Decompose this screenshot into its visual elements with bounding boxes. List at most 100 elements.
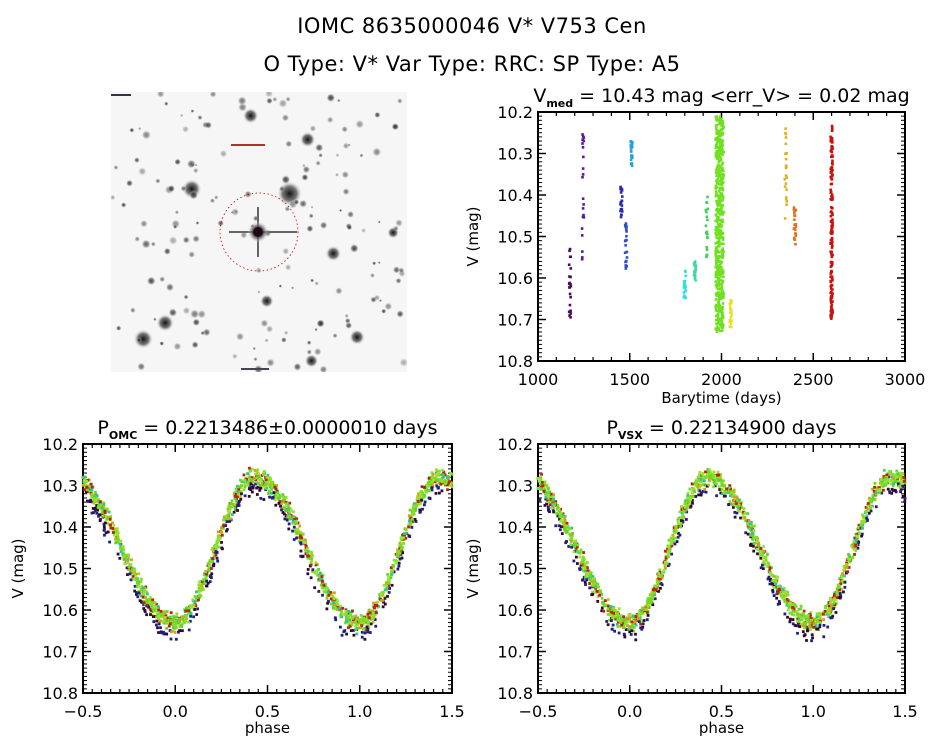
data-point	[721, 196, 725, 200]
data-point	[761, 563, 764, 567]
data-point	[375, 604, 379, 608]
data-point	[154, 623, 158, 627]
data-point	[869, 509, 873, 513]
data-point	[692, 487, 695, 491]
data-point	[582, 216, 586, 219]
data-point	[657, 572, 661, 575]
data-point	[256, 472, 260, 476]
data-point	[285, 502, 288, 506]
data-point	[87, 485, 91, 489]
y-axis-label: V (mag)	[464, 206, 482, 266]
data-point	[145, 598, 149, 602]
data-point	[132, 573, 136, 577]
data-point	[435, 483, 438, 486]
data-point	[632, 626, 636, 629]
data-point	[440, 480, 444, 484]
data-point	[808, 624, 811, 628]
data-point	[703, 483, 707, 487]
data-point	[104, 515, 108, 518]
data-point	[679, 524, 683, 527]
data-point	[86, 488, 89, 492]
data-point	[90, 495, 94, 499]
data-point	[833, 605, 837, 609]
data-point	[580, 234, 584, 237]
x-tick-label: 1000	[518, 370, 559, 389]
star	[335, 153, 340, 158]
data-point	[581, 250, 584, 253]
data-point	[830, 312, 834, 316]
data-point	[829, 149, 833, 153]
data-point	[620, 210, 624, 213]
data-point	[103, 527, 106, 531]
data-point	[830, 242, 833, 245]
data-point	[619, 621, 623, 624]
star	[186, 159, 197, 169]
data-point	[561, 513, 565, 517]
data-point	[831, 196, 834, 199]
data-point	[271, 481, 275, 484]
data-point	[716, 178, 720, 181]
data-point	[749, 542, 753, 546]
data-point	[830, 141, 834, 144]
data-point	[633, 622, 637, 625]
data-point	[582, 569, 585, 573]
data-point	[715, 328, 718, 331]
data-point	[720, 149, 723, 153]
data-point	[347, 616, 351, 619]
star	[197, 309, 207, 319]
data-point	[390, 572, 394, 576]
data-point	[631, 614, 635, 618]
data-point	[282, 512, 286, 516]
data-point	[153, 601, 157, 604]
data-point	[582, 203, 585, 206]
data-point	[716, 282, 720, 286]
data-point	[420, 490, 423, 493]
data-point	[619, 613, 623, 617]
data-point	[143, 608, 147, 612]
data-point	[834, 598, 838, 601]
data-point	[111, 531, 115, 534]
data-point	[407, 519, 411, 523]
data-point	[642, 607, 646, 610]
data-point	[163, 612, 167, 615]
data-point	[194, 604, 198, 608]
data-point	[225, 529, 228, 533]
data-point	[162, 611, 165, 614]
data-point	[367, 616, 371, 620]
data-point	[371, 617, 374, 620]
data-point	[880, 482, 884, 486]
data-point	[314, 563, 318, 567]
data-point	[333, 616, 337, 620]
data-point	[653, 597, 657, 601]
data-point	[444, 482, 447, 485]
data-point	[206, 562, 210, 566]
data-point	[310, 550, 313, 554]
data-point	[720, 286, 724, 290]
data-point	[720, 224, 723, 228]
data-point	[169, 637, 173, 641]
data-point	[282, 496, 286, 499]
data-point	[640, 627, 644, 631]
data-point	[569, 282, 572, 286]
y-axis-label: V (mag)	[464, 538, 482, 598]
data-point	[855, 538, 859, 542]
data-point	[647, 598, 651, 602]
data-point	[326, 590, 330, 594]
data-point	[615, 623, 619, 626]
data-point	[187, 628, 191, 632]
data-point	[270, 487, 274, 491]
data-point	[717, 137, 720, 141]
data-point	[714, 252, 718, 256]
data-point	[395, 555, 399, 558]
data-point	[267, 478, 271, 482]
data-point	[398, 557, 402, 561]
data-point	[759, 556, 763, 560]
data-point	[715, 192, 718, 196]
data-point	[250, 490, 254, 494]
data-point	[766, 561, 770, 565]
data-point	[229, 502, 233, 505]
data-point	[546, 487, 550, 491]
star	[319, 221, 328, 230]
star	[371, 261, 377, 266]
data-point	[435, 484, 439, 488]
